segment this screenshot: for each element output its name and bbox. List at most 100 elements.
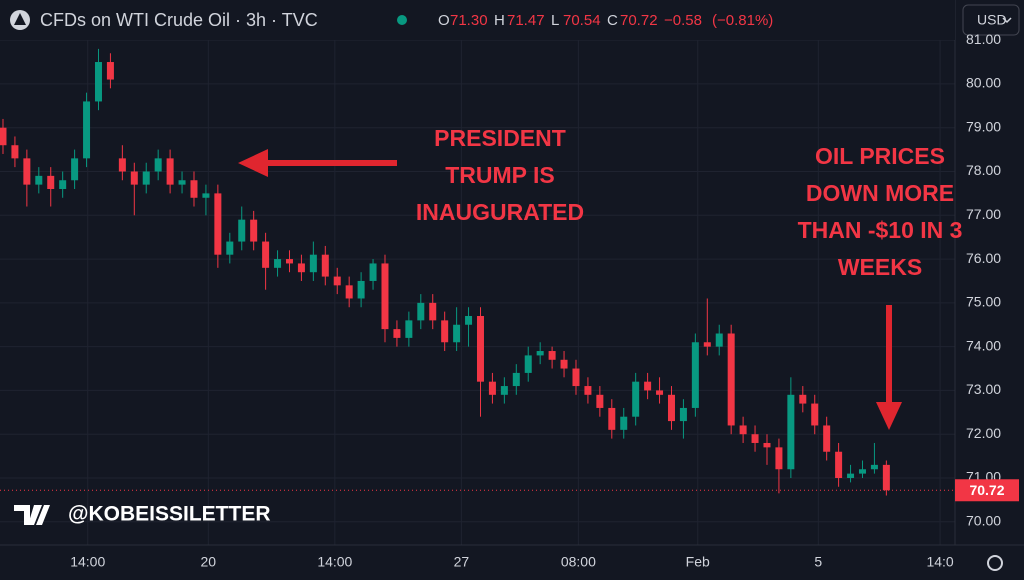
annotation-line: THAN -$10 IN 3 bbox=[798, 217, 963, 243]
symbol-logo-icon bbox=[14, 13, 26, 25]
candle-body bbox=[775, 447, 783, 470]
x-tick-label: 27 bbox=[454, 554, 470, 570]
candle-body bbox=[178, 180, 186, 185]
candle-body bbox=[118, 158, 126, 172]
x-tick-label: 20 bbox=[201, 554, 217, 570]
candle-body bbox=[59, 180, 67, 190]
candle-body bbox=[823, 425, 831, 452]
candle-body bbox=[214, 193, 222, 255]
candle-body bbox=[0, 127, 7, 146]
candle-body bbox=[83, 101, 91, 159]
candle-body bbox=[811, 403, 819, 426]
y-tick-label: 77.00 bbox=[966, 206, 1001, 222]
candle-body bbox=[321, 254, 329, 277]
y-tick-label: 72.00 bbox=[966, 425, 1001, 441]
candle-body bbox=[166, 158, 174, 185]
candle-body bbox=[417, 302, 425, 321]
currency-button[interactable] bbox=[962, 4, 1020, 36]
candles bbox=[0, 48, 890, 496]
annotations: PRESIDENT TRUMP IS INAUGURATED OIL PRICES DO… bbox=[416, 125, 963, 280]
candle-body bbox=[572, 368, 580, 387]
candle-body bbox=[644, 381, 652, 391]
candle-body bbox=[23, 158, 31, 185]
y-tick-label: 79.00 bbox=[966, 118, 1001, 134]
legend-key: C bbox=[607, 12, 618, 29]
candle-body bbox=[596, 394, 604, 408]
y-tick-label: 78.00 bbox=[966, 162, 1001, 178]
legend-key: O bbox=[438, 12, 450, 29]
candle-body bbox=[357, 280, 365, 299]
candle-body bbox=[667, 394, 675, 422]
x-tick-label: 14:00 bbox=[317, 554, 352, 570]
legend-value: 71.30 bbox=[450, 12, 488, 29]
candle-body bbox=[47, 175, 55, 190]
candle-body bbox=[870, 464, 878, 470]
annotation-line: OIL PRICES bbox=[815, 143, 945, 169]
currency-caret bbox=[1002, 17, 1012, 24]
candle-body bbox=[715, 333, 723, 347]
candle-body bbox=[488, 381, 496, 395]
annotation-line: PRESIDENT bbox=[434, 125, 566, 151]
down-arrow-head bbox=[876, 402, 902, 430]
candle-body bbox=[512, 372, 520, 387]
candle-body bbox=[297, 263, 305, 273]
candle-body bbox=[238, 219, 246, 242]
currency[interactable]: USD bbox=[977, 12, 1007, 28]
left-arrow-head bbox=[238, 149, 268, 177]
status-dot bbox=[397, 15, 407, 25]
ohlc-legend: O 71.30 H 71.47 L 70.54 C 70.72 −0.58 (−0.81%) bbox=[438, 12, 773, 29]
annotation-line: INAUGURATED bbox=[416, 199, 584, 225]
candle-body bbox=[691, 342, 699, 408]
last-price-box bbox=[955, 479, 1019, 502]
candle-body bbox=[441, 320, 449, 343]
candle-body bbox=[476, 315, 484, 382]
annotation-line: DOWN MORE bbox=[806, 180, 954, 206]
y-tick-label: 76.00 bbox=[966, 250, 1001, 266]
annotation-line: TRUMP IS bbox=[445, 162, 554, 188]
candle-body bbox=[584, 386, 592, 395]
candle-body bbox=[405, 320, 413, 338]
candle-body bbox=[835, 451, 843, 479]
candle-body bbox=[190, 180, 198, 198]
candle-body bbox=[309, 254, 317, 273]
x-tick-label: 08:00 bbox=[561, 554, 596, 570]
candle-body bbox=[142, 171, 150, 185]
candle-body bbox=[536, 351, 544, 356]
candle-body bbox=[679, 407, 687, 422]
legend-value: 71.47 bbox=[507, 12, 545, 29]
legend-value: 70.54 bbox=[563, 12, 601, 29]
candle-body bbox=[847, 473, 855, 479]
candle-body bbox=[799, 394, 807, 404]
x-tick-label: 14:00 bbox=[70, 554, 105, 570]
x-tick-label: 14:0 bbox=[926, 554, 953, 570]
candle-body bbox=[703, 342, 711, 347]
candle-body bbox=[130, 171, 138, 185]
candle-body bbox=[106, 62, 114, 80]
y-tick-label: 70.00 bbox=[966, 512, 1001, 528]
candle-body bbox=[500, 386, 508, 395]
chart-title: CFDs on WTI Crude Oil · 3h · TVC bbox=[40, 10, 318, 30]
candle-body bbox=[226, 241, 234, 255]
candle-body bbox=[465, 315, 473, 325]
candle-body bbox=[381, 263, 389, 330]
settings-icon[interactable] bbox=[987, 555, 1003, 571]
y-tick-label: 73.00 bbox=[966, 381, 1001, 397]
last-price-label: 70.72 bbox=[969, 482, 1004, 498]
candle-body bbox=[882, 464, 890, 491]
candle-body bbox=[369, 263, 377, 281]
candle-body bbox=[656, 390, 664, 395]
candle-body bbox=[548, 351, 556, 360]
candle-body bbox=[262, 241, 270, 268]
header-bg bbox=[0, 0, 955, 40]
legend-key: L bbox=[551, 12, 559, 29]
candle-body bbox=[727, 333, 735, 426]
candle-body bbox=[154, 158, 162, 172]
legend-change-percent: (−0.81%) bbox=[712, 12, 773, 29]
y-tick-label: 81.00 bbox=[966, 31, 1001, 47]
y-tick-label: 80.00 bbox=[966, 75, 1001, 91]
annotation-line: WEEKS bbox=[838, 254, 922, 280]
candle-body bbox=[393, 329, 401, 338]
candle-body bbox=[333, 276, 341, 286]
